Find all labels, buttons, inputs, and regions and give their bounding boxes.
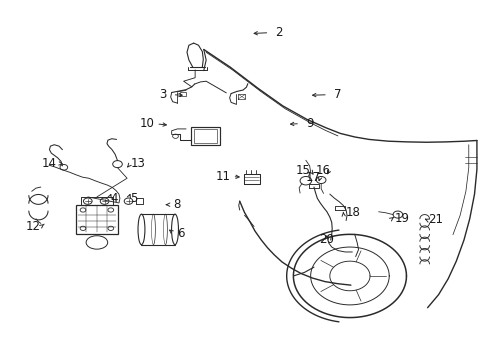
Text: 18: 18 — [345, 206, 360, 219]
Bar — [193, 129, 216, 143]
Text: 14: 14 — [41, 157, 56, 170]
Text: 7: 7 — [333, 88, 341, 101]
Text: 19: 19 — [394, 212, 409, 225]
Text: 15: 15 — [295, 164, 310, 177]
Text: 5: 5 — [129, 192, 137, 205]
Text: 8: 8 — [172, 198, 180, 211]
Bar — [190, 127, 219, 145]
Bar — [76, 205, 118, 234]
Text: 12: 12 — [25, 220, 40, 233]
Text: 4: 4 — [110, 192, 118, 205]
Text: 9: 9 — [305, 117, 313, 130]
Text: 13: 13 — [130, 157, 145, 170]
Text: 10: 10 — [139, 117, 154, 130]
Text: 11: 11 — [215, 170, 230, 183]
Text: 17: 17 — [305, 171, 320, 184]
Text: 21: 21 — [427, 213, 442, 226]
Text: 20: 20 — [319, 234, 334, 247]
Text: 6: 6 — [177, 227, 184, 240]
Text: 16: 16 — [315, 164, 330, 177]
Text: 2: 2 — [275, 26, 282, 39]
Text: 3: 3 — [159, 88, 166, 101]
